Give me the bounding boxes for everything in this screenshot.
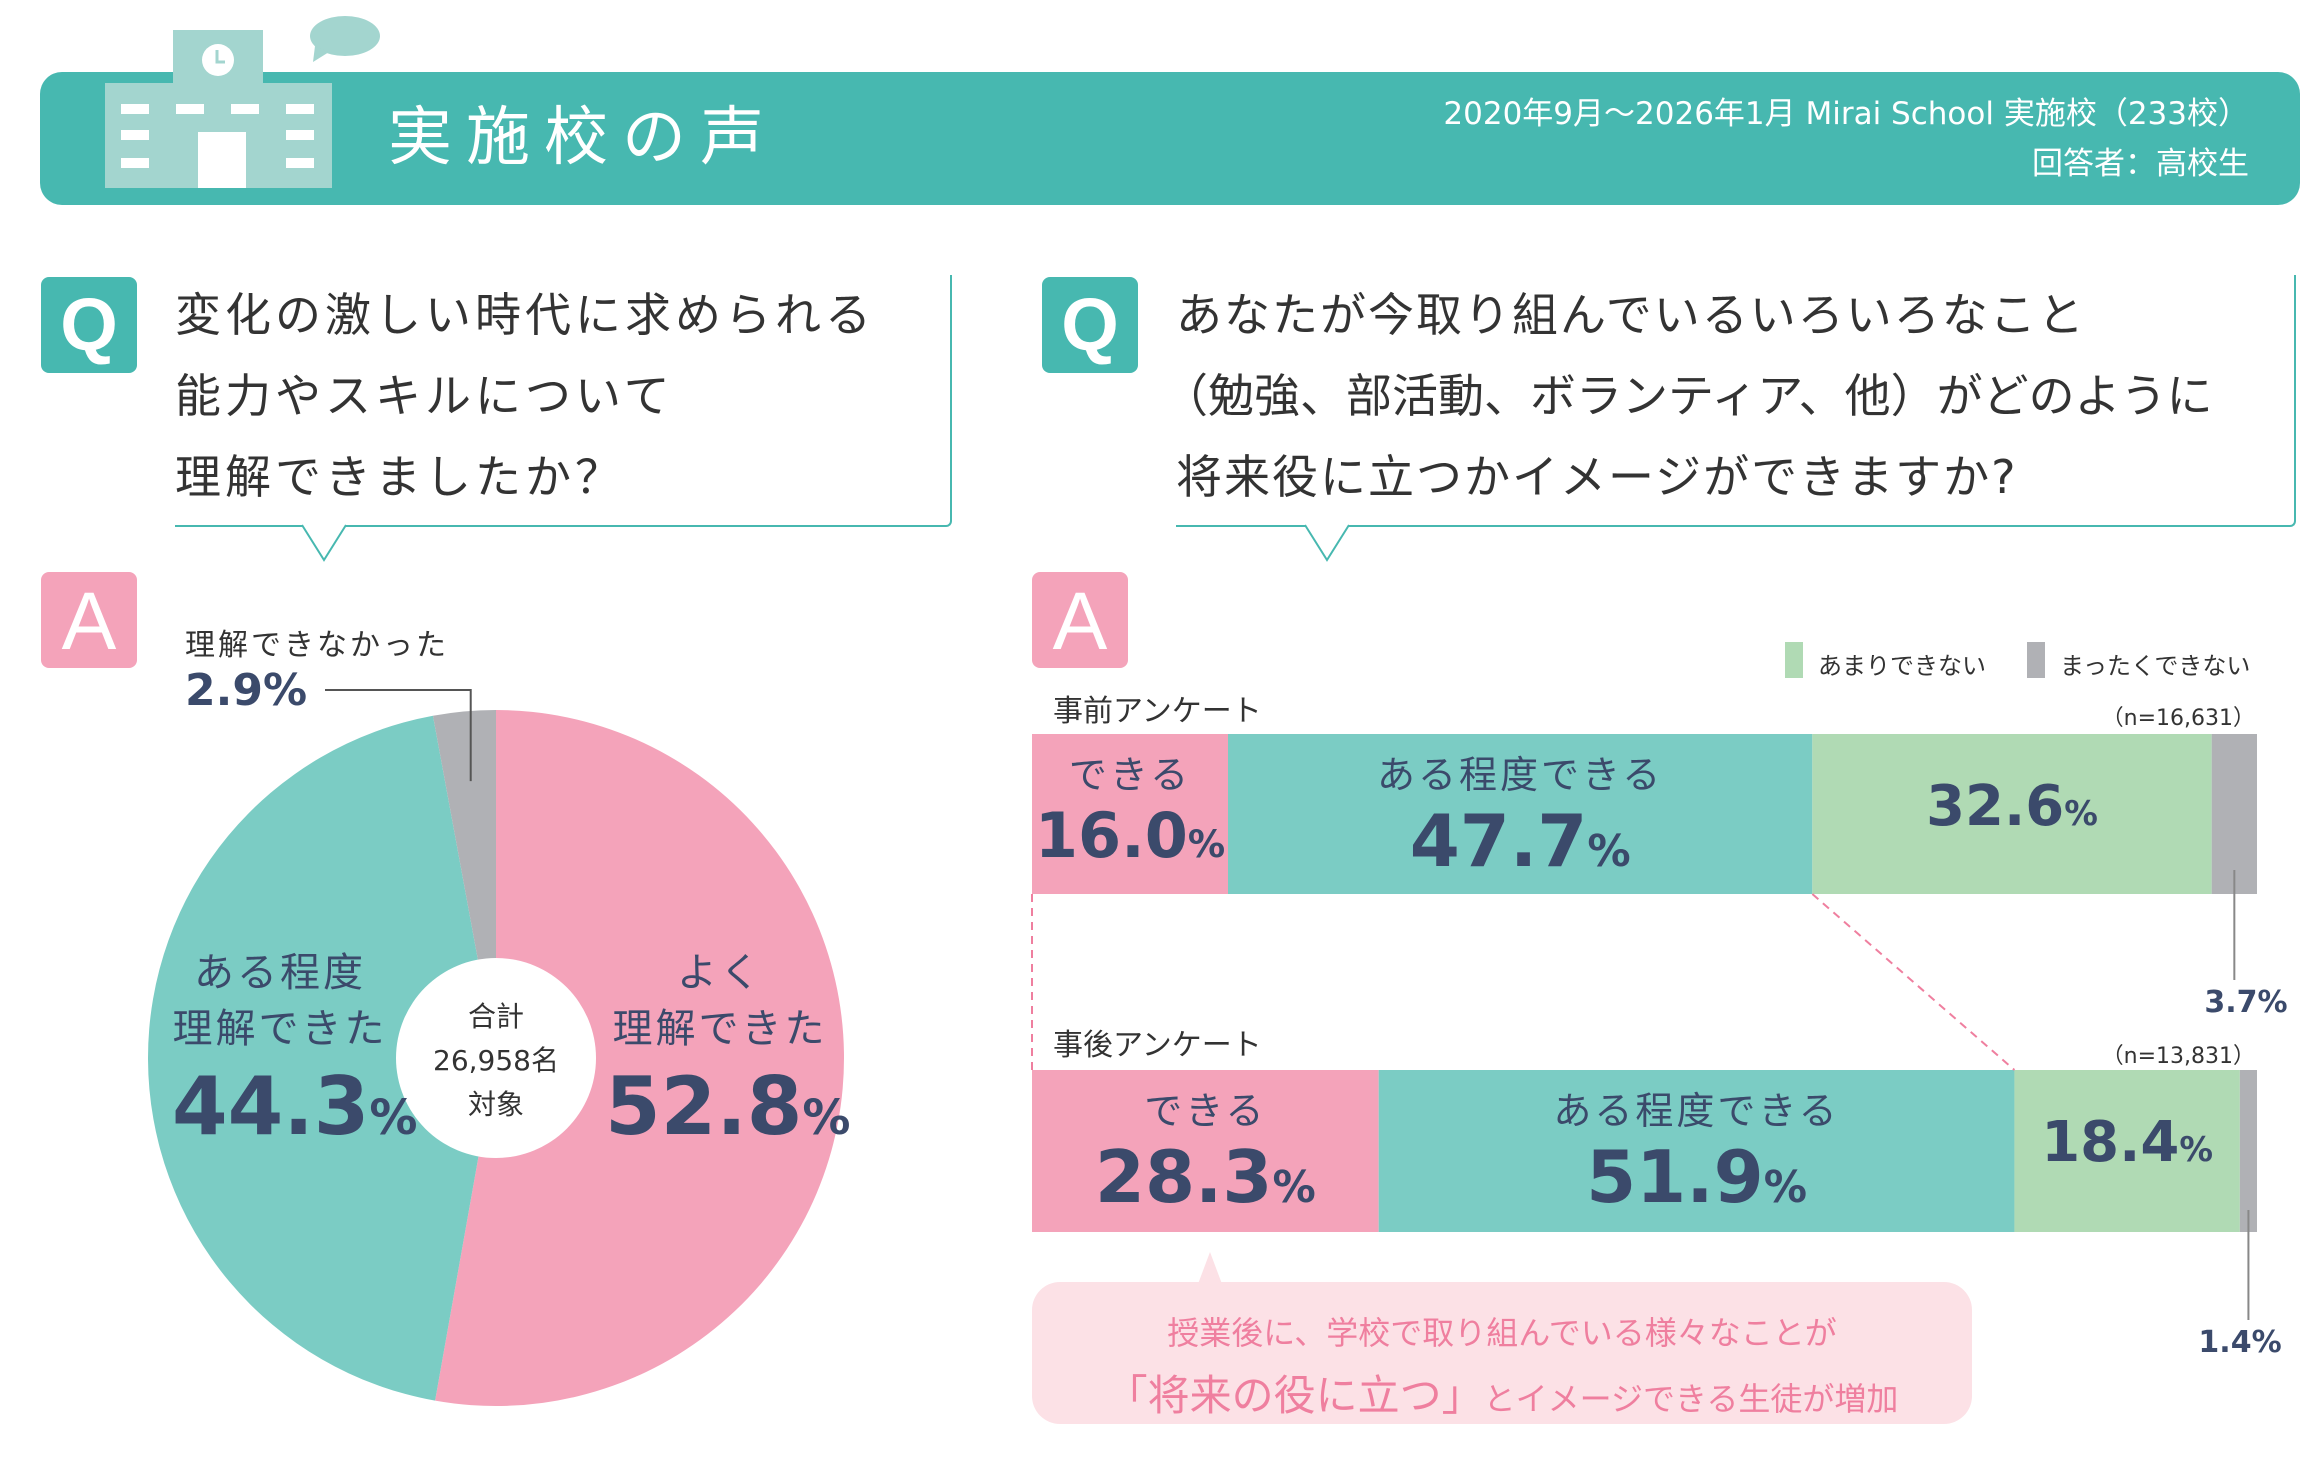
- pie-center-hole: [396, 958, 596, 1158]
- callout-line-1: 授業後に、学校で取り組んでいる様々なことが: [1167, 1314, 1837, 1352]
- school-building-icon: [105, 30, 332, 188]
- pie-label-well: よく 理解できた: [605, 945, 835, 1057]
- pie-value-unit: %: [802, 1090, 851, 1146]
- pie-center-line3: 対象: [467, 1088, 524, 1121]
- bar-post-not-at-all: [2239, 1070, 2257, 1232]
- bar-post-somewhat: [1378, 1070, 2015, 1232]
- bar-pre-not-at-all: [2211, 734, 2257, 894]
- pie-value-well-number: 52.8: [605, 1060, 803, 1153]
- pie-label-somewhat-line1: ある程度: [194, 950, 366, 996]
- pie-label-not-understood: 理解できなかった: [185, 628, 449, 663]
- pie-value-unit: %: [262, 665, 308, 716]
- left-q-badge: Q: [41, 277, 137, 373]
- legend-label-not-at-all: まったくできない: [2060, 652, 2251, 680]
- pie-label-well-line1: よく: [677, 950, 763, 996]
- pie-value-somewhat-number: 44.3: [172, 1060, 370, 1153]
- pie-value-not-understood-number: 2.9: [185, 665, 263, 716]
- right-question-line-3: 将来役に立つかイメージができますか?: [1176, 450, 2018, 504]
- pie-slice-well: [435, 709, 845, 1406]
- speech-bubble-icon: [310, 16, 380, 62]
- pie-label-somewhat-line2: 理解できた: [172, 1006, 388, 1052]
- bar-pre-somewhat: [1228, 734, 1813, 894]
- pie-leader-line: [325, 689, 472, 782]
- pie-value-well: 52.8%: [605, 1060, 850, 1153]
- left-question-line-1: 変化の激しい時代に求められる: [175, 288, 875, 342]
- legend-swatch-not-at-all: [2027, 642, 2045, 678]
- pie-label-somewhat: ある程度 理解できた: [150, 945, 410, 1057]
- bar-post-can: [1032, 1070, 1379, 1232]
- left-question-line-2: 能力やスキルについて: [175, 369, 674, 423]
- right-question-line-2: （勉強、部活動、ボランティア、他）がどのように: [1162, 369, 2213, 423]
- bar-pre-rarely: [1812, 734, 2212, 894]
- legend-swatch-rarely: [1785, 642, 1803, 678]
- pre-survey-title: 事前アンケート: [1053, 694, 1262, 729]
- pre-survey-n: （n=16,631）: [2101, 706, 2255, 731]
- pie-slice-somewhat: [148, 715, 496, 1401]
- left-a-badge: A: [41, 572, 137, 668]
- respondent-type: 回答者：高校生: [2032, 146, 2249, 182]
- post-survey-n: （n=13,831）: [2101, 1044, 2255, 1069]
- right-q-badge: Q: [1042, 277, 1138, 373]
- bar-pre-can: [1032, 734, 1228, 894]
- legend-label-rarely: あまりできない: [1818, 652, 1986, 680]
- callout-tail: [1198, 1252, 1222, 1284]
- right-question-tail: [1304, 524, 1350, 562]
- pie-value-somewhat: 44.3%: [172, 1060, 417, 1153]
- connector-right: [1811, 893, 2016, 1071]
- right-question-line-1: あなたが今取り組んでいるいろいろなこと: [1176, 288, 2086, 342]
- pie-value-not-understood: 2.9%: [185, 665, 307, 716]
- right-a-badge: A: [1032, 572, 1128, 668]
- pie-center-line1: 合計: [467, 1000, 524, 1033]
- callout-box: 授業後に、学校で取り組んでいる様々なことが 「将来の役に立つ」とイメージできる生…: [1032, 1282, 1972, 1424]
- bar-post-rarely: [2014, 1070, 2240, 1232]
- right-question-box: あなたが今取り組んでいるいろいろなこと （勉強、部活動、ボランティア、他）がどの…: [1162, 275, 2296, 527]
- pie-center-line2: 26,958名: [433, 1044, 559, 1077]
- header-band: [40, 72, 2300, 205]
- callout-emphasis: 「将来の役に立つ」: [1105, 1371, 1484, 1420]
- left-question-box: 変化の激しい時代に求められる 能力やスキルについて 理解できましたか？: [175, 275, 952, 527]
- left-question-line-3: 理解できましたか？: [175, 450, 625, 504]
- pie-label-well-line2: 理解できた: [612, 1006, 828, 1052]
- post-survey-title: 事後アンケート: [1053, 1028, 1262, 1063]
- pie-center-total: 合計 26,958名 対象: [396, 995, 596, 1127]
- callout-rest: とイメージできる生徒が増加: [1483, 1380, 1899, 1418]
- pie-value-unit: %: [369, 1090, 418, 1146]
- pie-chart: [148, 689, 845, 1406]
- left-question-tail: [301, 524, 347, 562]
- page-title: 実施校の声: [388, 101, 778, 175]
- callout-line-2: 「将来の役に立つ」とイメージできる生徒が増加: [1032, 1362, 1972, 1423]
- survey-period: 2020年9月～2026年1月 Mirai School 実施校（233校）: [1443, 96, 2249, 132]
